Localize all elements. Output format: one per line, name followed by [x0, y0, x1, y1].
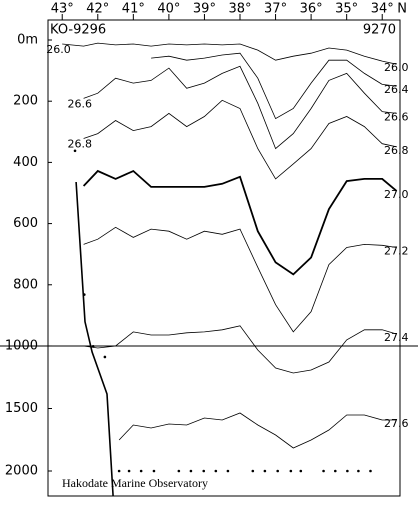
station-right: 9270	[363, 23, 396, 38]
x-tick-label: 43°	[51, 2, 74, 17]
contour-label: 26.6	[68, 97, 93, 110]
sample-point	[226, 469, 230, 473]
contour-line	[62, 42, 397, 65]
y-tick-label: 800	[13, 277, 38, 292]
sample-point	[127, 469, 131, 473]
contour-label: 26.0	[384, 61, 409, 74]
sample-point	[202, 469, 206, 473]
sample-point	[369, 469, 372, 473]
sample-point	[333, 469, 337, 473]
contour-label: 27.2	[384, 244, 409, 257]
x-tick-label: 42°	[86, 2, 109, 17]
sample-point	[289, 469, 293, 473]
sample-point	[346, 469, 349, 473]
sample-point	[214, 469, 218, 473]
y-tick-label: 0m	[17, 33, 38, 48]
contour-line	[83, 325, 397, 374]
station-left: KO-9296	[50, 23, 106, 38]
x-unit: N	[397, 2, 407, 17]
sample-point	[263, 469, 267, 473]
contour-line	[83, 226, 397, 333]
x-tick-label: 40°	[157, 2, 180, 17]
sample-point	[91, 345, 95, 348]
contour-label: 27.6	[384, 417, 409, 430]
contour-label: 26.0	[46, 43, 71, 56]
frame	[47, 19, 401, 497]
sample-point	[82, 293, 86, 296]
contour-line	[82, 169, 397, 276]
y-tick-label: 600	[13, 216, 38, 231]
contour-label: 27.0	[384, 188, 409, 201]
contour-label: 26.8	[384, 144, 409, 157]
y-tick-label: 1500	[5, 401, 38, 416]
bottom-line	[75, 181, 114, 496]
sample-point	[276, 469, 279, 473]
contour-label: 27.4	[384, 331, 409, 344]
sample-point	[251, 469, 255, 473]
contour-label: 26.8	[68, 138, 93, 151]
x-tick-label: 34°	[371, 2, 394, 17]
x-tick-label: 39°	[193, 2, 216, 17]
sample-point	[299, 469, 303, 473]
contour-line	[83, 65, 397, 150]
contour-label: 26.6	[384, 110, 409, 123]
y-tick-label: 200	[13, 94, 38, 109]
sample-point	[322, 469, 325, 473]
contour-label: 26.4	[384, 83, 409, 96]
sample-point	[103, 355, 107, 359]
y-tick-label: 2000	[5, 463, 38, 478]
contour-line	[118, 412, 397, 449]
contour-line	[151, 52, 397, 120]
y-tick-label: 400	[13, 155, 38, 170]
x-tick-label: 41°	[122, 2, 145, 17]
sample-point	[117, 469, 121, 473]
sample-point	[357, 469, 360, 473]
sample-point	[139, 469, 143, 473]
x-tick-label: 35°	[335, 2, 358, 17]
sample-point	[73, 149, 77, 153]
x-tick-label: 37°	[264, 2, 287, 17]
x-tick-label: 38°	[228, 2, 251, 17]
contour-line	[83, 99, 397, 180]
x-tick-label: 36°	[300, 2, 323, 17]
sample-point	[189, 469, 193, 473]
annotation: Hakodate Marine Observatory	[62, 476, 208, 490]
sample-point	[152, 469, 156, 473]
sample-point	[177, 469, 181, 473]
